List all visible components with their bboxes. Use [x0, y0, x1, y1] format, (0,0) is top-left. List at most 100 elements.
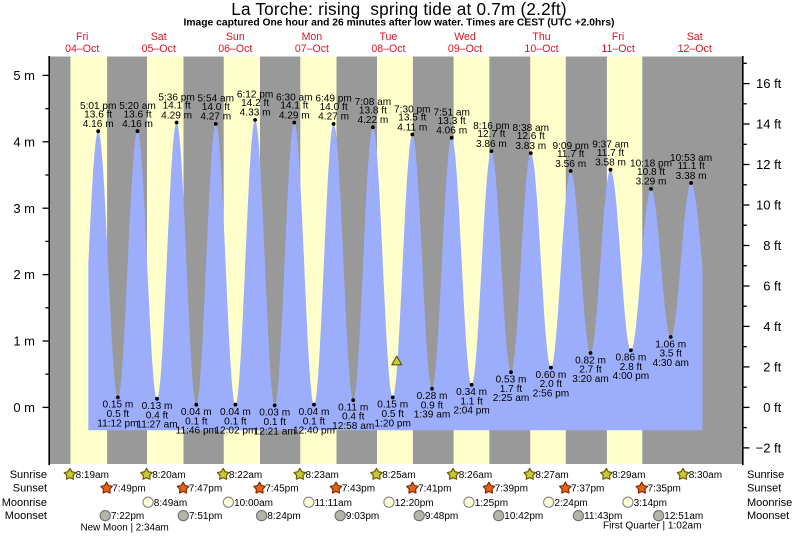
svg-text:1.1 ft: 1.1 ft: [460, 396, 483, 407]
svg-text:2.8 ft: 2.8 ft: [620, 362, 643, 373]
svg-text:0.1 ft: 0.1 ft: [224, 416, 247, 427]
svg-text:11.7 ft: 11.7 ft: [597, 148, 625, 159]
svg-text:Sunrise: Sunrise: [10, 469, 47, 481]
svg-text:14.0 ft: 14.0 ft: [320, 102, 348, 113]
svg-text:3.86 m: 3.86 m: [476, 139, 507, 150]
svg-text:4.29 m: 4.29 m: [161, 110, 192, 121]
svg-text:2.7 ft: 2.7 ft: [579, 365, 602, 376]
svg-text:7:22pm: 7:22pm: [111, 511, 144, 522]
svg-text:Moonset: Moonset: [747, 510, 789, 522]
svg-text:06–Oct: 06–Oct: [218, 43, 252, 55]
svg-text:14.1 ft: 14.1 ft: [280, 101, 308, 112]
svg-text:Thu: Thu: [532, 31, 550, 43]
svg-text:3:14pm: 3:14pm: [634, 498, 667, 509]
svg-text:0.86 m: 0.86 m: [615, 353, 646, 364]
svg-text:8:16 pm: 8:16 pm: [473, 121, 509, 132]
svg-text:13.5 ft: 13.5 ft: [398, 113, 426, 124]
svg-text:7:30 pm: 7:30 pm: [394, 104, 430, 115]
svg-text:1:20 pm: 1:20 pm: [374, 418, 410, 429]
svg-text:New Moon | 2:34am: New Moon | 2:34am: [81, 523, 169, 534]
svg-text:8:19am: 8:19am: [76, 470, 109, 481]
svg-text:7:49pm: 7:49pm: [112, 484, 145, 495]
svg-text:Fri: Fri: [76, 31, 88, 43]
svg-text:0 m: 0 m: [13, 400, 35, 415]
svg-text:0.04 m: 0.04 m: [299, 407, 330, 418]
svg-text:4.16 m: 4.16 m: [122, 119, 153, 130]
svg-text:2 m: 2 m: [13, 267, 35, 282]
svg-text:−2 ft: −2 ft: [756, 441, 782, 456]
svg-text:12.6 ft: 12.6 ft: [517, 131, 545, 142]
svg-text:Sat: Sat: [151, 31, 167, 43]
svg-text:Wed: Wed: [454, 31, 476, 43]
svg-text:14.1 ft: 14.1 ft: [163, 101, 191, 112]
svg-text:6 ft: 6 ft: [763, 279, 781, 294]
svg-text:2:25 am: 2:25 am: [493, 393, 529, 404]
svg-text:4:00 pm: 4:00 pm: [613, 371, 649, 382]
svg-text:11:27 am: 11:27 am: [136, 420, 177, 431]
svg-text:11:43pm: 11:43pm: [584, 511, 622, 522]
svg-text:Mon: Mon: [302, 31, 323, 43]
svg-text:0.04 m: 0.04 m: [220, 407, 251, 418]
svg-text:3.38 m: 3.38 m: [676, 171, 707, 182]
svg-text:0.1 ft: 0.1 ft: [263, 417, 286, 428]
svg-text:Sun: Sun: [226, 31, 245, 43]
svg-text:1.06 m: 1.06 m: [655, 339, 686, 350]
svg-text:3.5 ft: 3.5 ft: [659, 349, 682, 360]
svg-text:0.04 m: 0.04 m: [181, 407, 212, 418]
svg-text:0.15 m: 0.15 m: [102, 400, 133, 411]
svg-text:12–Oct: 12–Oct: [678, 43, 712, 55]
svg-text:7:51pm: 7:51pm: [189, 511, 222, 522]
svg-text:8:38 am: 8:38 am: [513, 123, 549, 134]
svg-text:13.6 ft: 13.6 ft: [123, 109, 151, 120]
svg-text:La Torche: rising spring tide: La Torche: rising spring tide at 0.7m (2…: [231, 0, 567, 19]
svg-text:2.0 ft: 2.0 ft: [540, 379, 563, 390]
svg-text:9:48pm: 9:48pm: [425, 511, 458, 522]
svg-text:10.8 ft: 10.8 ft: [637, 167, 665, 178]
svg-text:7:41pm: 7:41pm: [418, 484, 451, 495]
svg-text:8:25am: 8:25am: [382, 470, 415, 481]
svg-text:4:30 am: 4:30 am: [652, 358, 688, 369]
svg-text:12:58 am: 12:58 am: [332, 421, 374, 432]
svg-text:6:49 pm: 6:49 pm: [315, 94, 351, 105]
svg-text:4.33 m: 4.33 m: [240, 108, 271, 119]
svg-text:14.0 ft: 14.0 ft: [202, 102, 230, 113]
svg-text:4.11 m: 4.11 m: [397, 122, 427, 133]
svg-text:14 ft: 14 ft: [756, 117, 782, 132]
svg-text:9:09 pm: 9:09 pm: [552, 141, 588, 152]
svg-text:4.16 m: 4.16 m: [83, 119, 114, 130]
svg-text:11:12 pm: 11:12 pm: [97, 418, 138, 429]
svg-text:11.1 ft: 11.1 ft: [677, 161, 705, 172]
svg-text:2:56 pm: 2:56 pm: [533, 389, 569, 400]
svg-text:8:49am: 8:49am: [154, 498, 187, 509]
svg-text:12.7 ft: 12.7 ft: [477, 129, 505, 140]
svg-text:8:30am: 8:30am: [689, 470, 722, 481]
svg-text:First Quarter | 1:02am: First Quarter | 1:02am: [603, 521, 702, 532]
svg-text:11–Oct: 11–Oct: [601, 43, 634, 55]
svg-text:3.56 m: 3.56 m: [555, 159, 586, 170]
svg-text:3 m: 3 m: [13, 201, 35, 216]
svg-text:1 m: 1 m: [13, 334, 35, 349]
svg-text:Sat: Sat: [687, 31, 703, 43]
svg-text:11:11am: 11:11am: [315, 498, 352, 509]
svg-text:2:04 pm: 2:04 pm: [453, 406, 489, 417]
svg-text:1:25pm: 1:25pm: [475, 498, 508, 509]
svg-text:8:29am: 8:29am: [612, 470, 645, 481]
svg-text:0.03 m: 0.03 m: [259, 408, 290, 419]
svg-text:08–Oct: 08–Oct: [371, 43, 405, 55]
svg-text:8:23am: 8:23am: [306, 470, 339, 481]
svg-text:05–Oct: 05–Oct: [142, 43, 176, 55]
svg-text:5 m: 5 m: [13, 68, 35, 83]
svg-text:4.29 m: 4.29 m: [279, 110, 310, 121]
svg-text:7:08 am: 7:08 am: [355, 97, 391, 108]
svg-text:0.4 ft: 0.4 ft: [342, 412, 365, 423]
svg-text:6:12 pm: 6:12 pm: [237, 90, 273, 101]
svg-text:8:20am: 8:20am: [152, 470, 185, 481]
svg-text:0.53 m: 0.53 m: [496, 375, 527, 386]
svg-text:09–Oct: 09–Oct: [448, 43, 482, 55]
svg-text:5:01 pm: 5:01 pm: [80, 101, 116, 112]
svg-text:10–Oct: 10–Oct: [524, 43, 558, 55]
svg-text:0.13 m: 0.13 m: [142, 401, 173, 412]
svg-text:3.58 m: 3.58 m: [595, 158, 626, 169]
svg-text:10:18 pm: 10:18 pm: [630, 159, 672, 170]
svg-text:9:03pm: 9:03pm: [346, 511, 379, 522]
